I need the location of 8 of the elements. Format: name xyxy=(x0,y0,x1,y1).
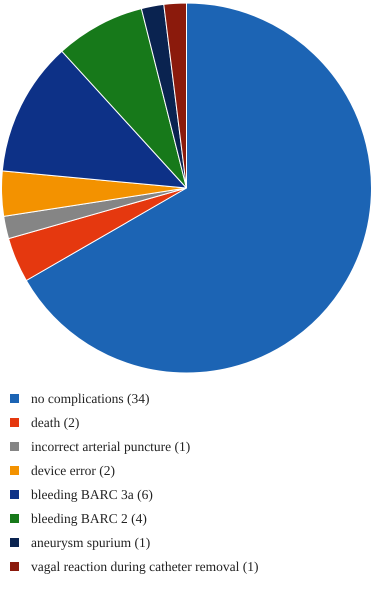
legend-label: aneurysm spurium (1) xyxy=(31,534,150,551)
legend-label: incorrect arterial puncture (1) xyxy=(31,438,190,455)
legend-label: vagal reaction during catheter removal (1) xyxy=(31,558,259,575)
legend-label: bleeding BARC 2 (4) xyxy=(31,510,147,527)
legend-label: bleeding BARC 3a (6) xyxy=(31,486,153,503)
legend-label: no complications (34) xyxy=(31,390,150,407)
legend-label: device error (2) xyxy=(31,462,115,479)
legend-label: death (2) xyxy=(31,414,80,431)
